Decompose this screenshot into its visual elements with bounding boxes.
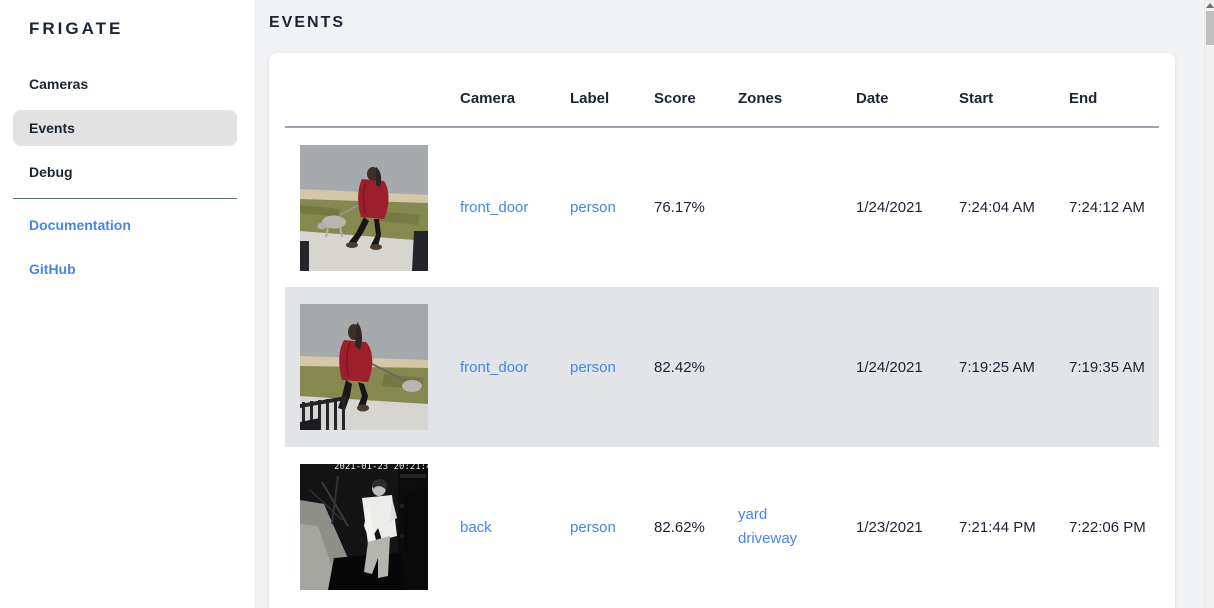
event-zone-link[interactable]: yard xyxy=(738,506,768,523)
scrollbar-up-arrow-icon[interactable] xyxy=(1205,3,1214,8)
event-label-link[interactable]: person xyxy=(570,199,616,216)
event-camera-link[interactable]: back xyxy=(460,518,492,536)
event-score: 82.42% xyxy=(654,358,705,376)
events-table: Camera Label Score Zones Date Start End xyxy=(285,53,1159,607)
event-end-time: 7:22:06 PM xyxy=(1069,518,1146,536)
column-header-date: Date xyxy=(856,53,959,128)
table-header-row: Camera Label Score Zones Date Start End xyxy=(285,53,1159,128)
column-header-zones: Zones xyxy=(738,53,856,128)
event-row[interactable]: 2021-01-23 20:21:44 back person 82.62% y… xyxy=(285,447,1159,607)
event-zones xyxy=(738,127,856,287)
event-start-time: 7:24:04 AM xyxy=(959,199,1035,216)
page-title: EVENTS xyxy=(269,14,346,31)
event-thumbnail[interactable] xyxy=(300,144,428,271)
sidebar-item-documentation[interactable]: Documentation xyxy=(29,217,131,233)
event-thumbnail[interactable] xyxy=(300,304,428,430)
sidebar-divider xyxy=(13,198,237,199)
event-label-link[interactable]: person xyxy=(570,518,616,536)
event-zones xyxy=(738,287,856,447)
sidebar-item-debug[interactable]: Debug xyxy=(29,164,73,180)
sidebar-item-cameras[interactable]: Cameras xyxy=(29,76,89,92)
event-row[interactable]: front_door person 76.17% 1/24/2021 7:24:… xyxy=(285,127,1159,287)
event-date: 1/23/2021 xyxy=(856,518,923,536)
event-date: 1/24/2021 xyxy=(856,358,923,376)
column-header-label: Label xyxy=(570,53,654,128)
event-start-time: 7:21:44 PM xyxy=(959,518,1036,536)
scrollbar-thumb[interactable] xyxy=(1206,11,1214,45)
events-table-card: Camera Label Score Zones Date Start End xyxy=(269,53,1175,608)
event-zones: yard driveway xyxy=(738,447,856,607)
column-header-start: Start xyxy=(959,53,1069,128)
column-header-camera: Camera xyxy=(460,53,570,128)
column-header-score: Score xyxy=(654,53,738,128)
window-scrollbar[interactable] xyxy=(1204,0,1214,608)
column-header-end: End xyxy=(1069,53,1159,128)
event-start-time: 7:19:25 AM xyxy=(959,358,1035,376)
event-camera-link[interactable]: front_door xyxy=(460,199,529,216)
sidebar-nav: Cameras Events Debug Documentation GitHu… xyxy=(0,66,255,287)
event-end-time: 7:24:12 AM xyxy=(1069,199,1145,216)
column-header-thumbnail xyxy=(285,53,460,128)
sidebar: FRIGATE Cameras Events Debug Documentati… xyxy=(0,0,255,608)
event-date: 1/24/2021 xyxy=(856,199,923,216)
app-logo: FRIGATE xyxy=(29,19,124,38)
event-score: 76.17% xyxy=(654,199,705,216)
event-row[interactable]: front_door person 82.42% 1/24/2021 7:19:… xyxy=(285,287,1159,447)
event-end-time: 7:19:35 AM xyxy=(1069,358,1145,376)
sidebar-item-events[interactable]: Events xyxy=(13,110,237,146)
event-thumbnail[interactable]: 2021-01-23 20:21:44 xyxy=(300,464,428,590)
event-label-link[interactable]: person xyxy=(570,358,616,376)
main-content: EVENTS Camera Label Score Zones Date xyxy=(255,0,1214,608)
svg-text:2021-01-23 20:21:44: 2021-01-23 20:21:44 xyxy=(334,464,428,472)
sidebar-item-github[interactable]: GitHub xyxy=(29,261,76,277)
event-zone-link[interactable]: driveway xyxy=(738,530,798,547)
event-camera-link[interactable]: front_door xyxy=(460,358,529,376)
event-score: 82.62% xyxy=(654,518,705,536)
